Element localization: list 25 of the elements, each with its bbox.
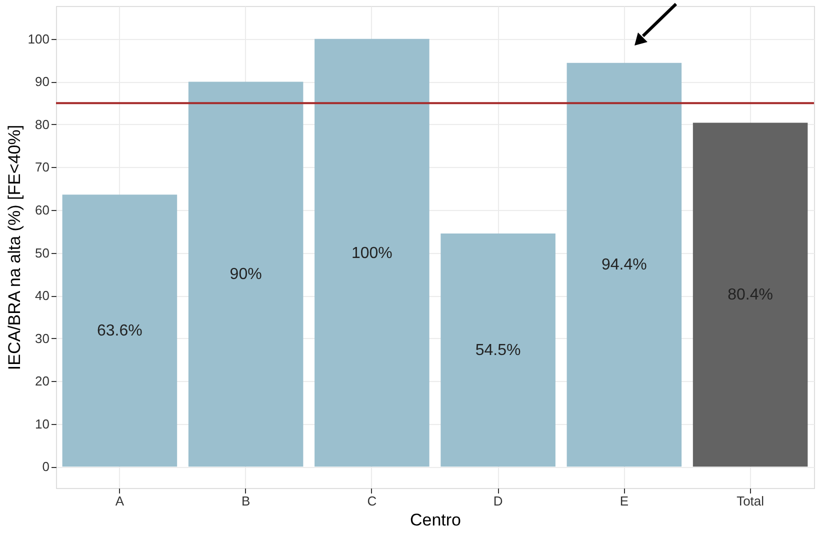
y-tick-label: 60 — [35, 202, 50, 218]
y-tick-label: 90 — [35, 74, 50, 90]
y-tick-label: 10 — [35, 416, 50, 432]
data-label: 90% — [230, 266, 262, 284]
x-tick-label: B — [241, 494, 250, 508]
y-tick-label: 70 — [35, 160, 50, 175]
data-label: 54.5% — [475, 342, 521, 360]
x-axis-title: Centro — [410, 510, 462, 530]
data-label: 80.4% — [728, 286, 773, 304]
x-tick-label: D — [493, 494, 503, 508]
x-tick-label: Total — [736, 494, 764, 508]
y-tick-label: 100 — [28, 31, 50, 46]
data-label: 100% — [351, 244, 392, 262]
y-tick-label: 50 — [35, 245, 50, 260]
x-tick-label: C — [367, 494, 377, 508]
y-tick-label: 40 — [35, 288, 50, 304]
y-tick-label: 30 — [35, 330, 50, 346]
data-label: 63.6% — [97, 322, 142, 340]
x-tick-label: E — [620, 494, 629, 508]
y-tick-label: 80 — [35, 116, 50, 132]
data-label: 94.4% — [601, 256, 647, 274]
y-tick-label: 20 — [35, 374, 50, 389]
x-tick-label: A — [115, 494, 124, 508]
y-axis-title: IECA/BRA na alta (%) [FE<40%] — [4, 124, 24, 370]
y-tick-label: 0 — [42, 459, 50, 474]
